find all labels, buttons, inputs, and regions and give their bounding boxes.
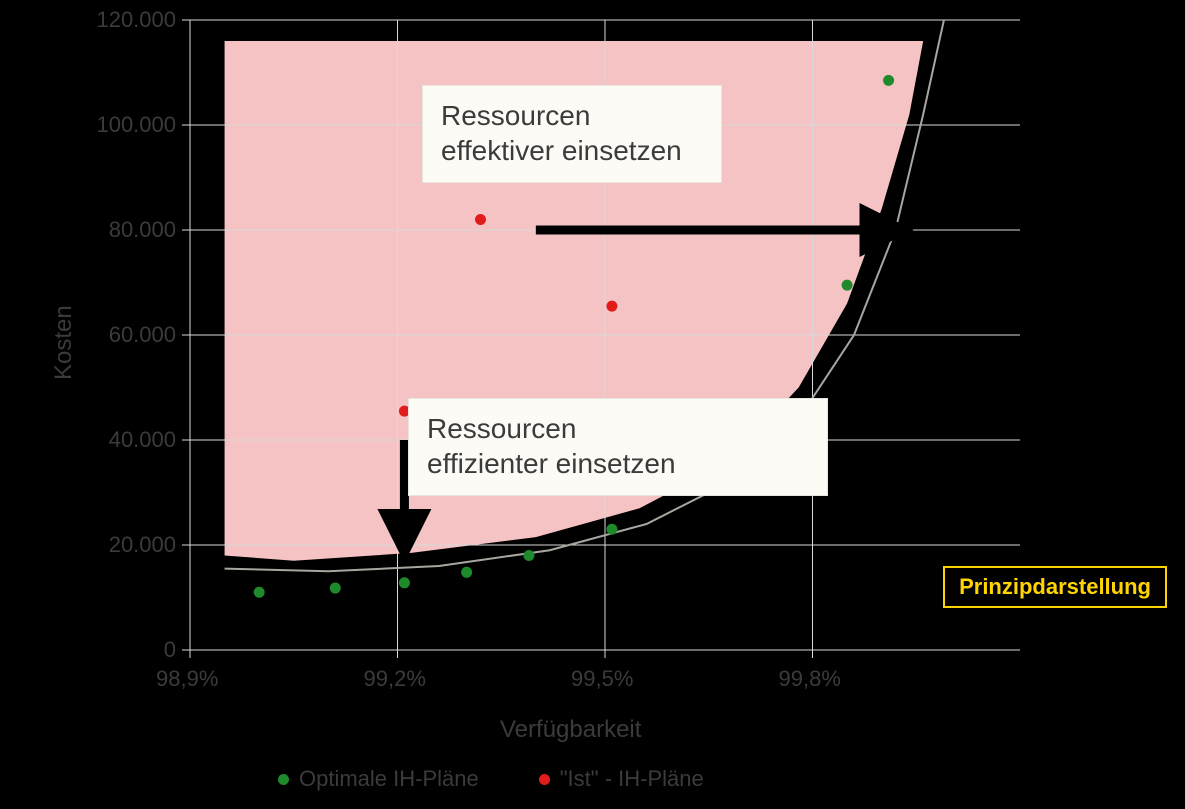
badge-prinzipdarstellung: Prinzipdarstellung bbox=[943, 566, 1167, 608]
chart-wrapper: Kosten Verfügbarkeit 0 20.000 40.000 60.000… bbox=[0, 0, 1185, 809]
card-effizient-line1: Ressourcen bbox=[427, 411, 809, 446]
legend-item-optimal: Optimale IH-Pläne bbox=[278, 766, 479, 792]
y-axis-title: Kosten bbox=[50, 305, 78, 380]
y-tick-label: 0 bbox=[164, 637, 176, 663]
card-effektiv-line2: effektiver einsetzen bbox=[441, 133, 703, 168]
card-effektiv: Ressourcen effektiver einsetzen bbox=[422, 85, 722, 183]
x-tick-label: 99,8% bbox=[779, 666, 841, 692]
legend-label-optimal: Optimale IH-Pläne bbox=[299, 766, 479, 792]
x-axis-title: Verfügbarkeit bbox=[500, 716, 641, 744]
x-tick-label: 98,9% bbox=[156, 666, 218, 692]
legend-dot-red bbox=[539, 774, 550, 785]
y-tick-label: 100.000 bbox=[96, 112, 176, 138]
y-tick-label: 120.000 bbox=[96, 7, 176, 33]
x-tick-label: 99,2% bbox=[364, 666, 426, 692]
legend: Optimale IH-Pläne "Ist" - IH-Pläne bbox=[278, 766, 704, 792]
legend-item-ist: "Ist" - IH-Pläne bbox=[539, 766, 704, 792]
card-effektiv-line1: Ressourcen bbox=[441, 98, 703, 133]
y-tick-label: 40.000 bbox=[109, 427, 176, 453]
legend-label-ist: "Ist" - IH-Pläne bbox=[560, 766, 704, 792]
y-tick-label: 60.000 bbox=[109, 322, 176, 348]
y-tick-label: 80.000 bbox=[109, 217, 176, 243]
y-tick-label: 20.000 bbox=[109, 532, 176, 558]
card-effizient-line2: effizienter einsetzen bbox=[427, 446, 809, 481]
x-tick-label: 99,5% bbox=[571, 666, 633, 692]
legend-dot-green bbox=[278, 774, 289, 785]
card-effizient: Ressourcen effizienter einsetzen bbox=[408, 398, 828, 496]
